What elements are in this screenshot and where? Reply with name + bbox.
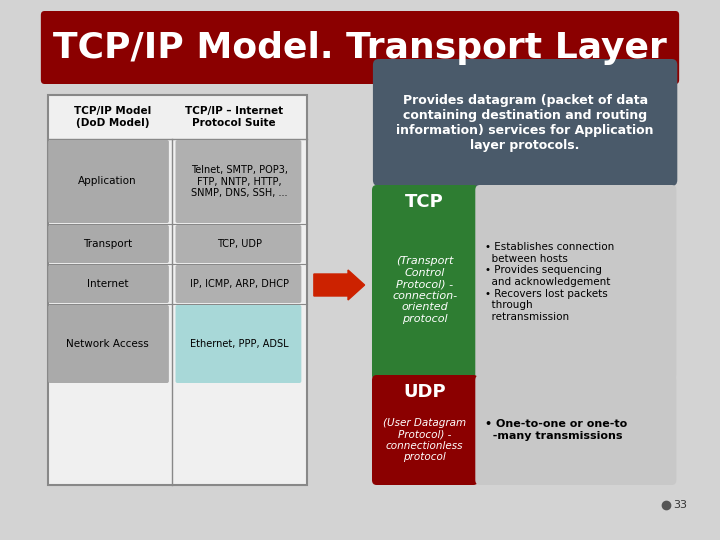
Text: (User Datagram
Protocol) -
connectionless
protocol: (User Datagram Protocol) - connectionles… [383, 417, 466, 462]
FancyBboxPatch shape [372, 375, 478, 485]
Text: TCP/IP Model. Transport Layer: TCP/IP Model. Transport Layer [53, 31, 667, 65]
FancyBboxPatch shape [176, 265, 302, 303]
FancyBboxPatch shape [48, 140, 169, 223]
Text: Internet: Internet [87, 279, 128, 289]
Text: Telnet, SMTP, POP3,
FTP, NNTP, HTTP,
SNMP, DNS, SSH, ...: Telnet, SMTP, POP3, FTP, NNTP, HTTP, SNM… [191, 165, 288, 198]
FancyBboxPatch shape [48, 95, 307, 485]
Text: TCP: TCP [405, 193, 444, 211]
FancyBboxPatch shape [372, 185, 478, 380]
Text: TCP/IP – Internet
Protocol Suite: TCP/IP – Internet Protocol Suite [185, 106, 283, 128]
Text: TCP, UDP: TCP, UDP [217, 239, 262, 249]
Text: Network Access: Network Access [66, 339, 149, 349]
FancyBboxPatch shape [176, 225, 302, 263]
Text: Provides datagram (packet of data
containing destination and routing
information: Provides datagram (packet of data contai… [396, 94, 654, 152]
FancyBboxPatch shape [48, 265, 169, 303]
Text: UDP: UDP [403, 383, 446, 401]
Text: IP, ICMP, ARP, DHCP: IP, ICMP, ARP, DHCP [190, 279, 289, 289]
Text: (Transport
Control
Protocol) -
connection-
oriented
protocol: (Transport Control Protocol) - connectio… [392, 256, 457, 324]
FancyBboxPatch shape [48, 305, 169, 383]
FancyBboxPatch shape [41, 11, 679, 84]
Text: 33: 33 [674, 500, 688, 510]
Text: TCP/IP Model
(DoD Model): TCP/IP Model (DoD Model) [74, 106, 151, 128]
FancyBboxPatch shape [373, 59, 678, 186]
FancyBboxPatch shape [176, 305, 302, 383]
FancyBboxPatch shape [48, 225, 169, 263]
Text: Ethernet, PPP, ADSL: Ethernet, PPP, ADSL [190, 339, 289, 349]
Text: • Establishes connection
  between hosts
• Provides sequencing
  and acknowledge: • Establishes connection between hosts •… [485, 242, 615, 322]
Text: Application: Application [78, 177, 137, 186]
FancyBboxPatch shape [475, 185, 676, 380]
Text: • One-to-one or one-to
  -many transmissions: • One-to-one or one-to -many transmissio… [485, 419, 628, 441]
FancyArrow shape [314, 270, 364, 300]
FancyBboxPatch shape [176, 140, 302, 223]
FancyBboxPatch shape [475, 375, 676, 485]
Text: Transport: Transport [83, 239, 132, 249]
